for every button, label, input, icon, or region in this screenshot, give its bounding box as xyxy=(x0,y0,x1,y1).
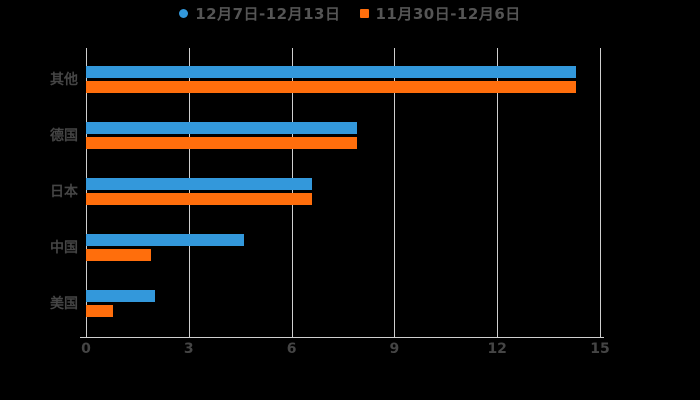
legend-item-previous-week[interactable]: 11月30日-12月6日 xyxy=(359,3,521,24)
bar-12月7日-12月13日-其他[interactable] xyxy=(86,66,576,78)
bar-12月7日-12月13日-日本[interactable] xyxy=(86,178,313,190)
bar-11月30日-12月6日-中国[interactable] xyxy=(86,249,152,261)
bar-12月7日-12月13日-德国[interactable] xyxy=(86,122,357,134)
bar-12月7日-12月13日-中国[interactable] xyxy=(86,234,244,246)
gridline xyxy=(291,48,293,337)
bar-12月7日-12月13日-美国[interactable] xyxy=(86,290,155,302)
x-axis-tick-label: 12 xyxy=(487,341,507,357)
gridline xyxy=(188,48,190,337)
x-axis-tick-label: 0 xyxy=(81,341,91,357)
x-axis-tick-label: 3 xyxy=(183,341,194,357)
legend-item-current-week[interactable]: 12月7日-12月13日 xyxy=(179,3,340,24)
x-axis-tick-label: 6 xyxy=(286,341,297,357)
bar-11月30日-12月6日-德国[interactable] xyxy=(86,137,357,149)
legend-label-previous-week: 11月30日-12月6日 xyxy=(375,4,521,23)
legend-label-current-week: 12月7日-12月13日 xyxy=(195,4,341,23)
legend-square-marker-icon xyxy=(359,8,369,18)
legend-circle-marker-icon xyxy=(179,8,189,18)
y-axis-category-label: 其他 xyxy=(50,71,78,88)
bar-11月30日-12月6日-其他[interactable] xyxy=(86,81,576,93)
bar-11月30日-12月6日-美国[interactable] xyxy=(86,305,114,317)
bar-11月30日-12月6日-日本[interactable] xyxy=(86,193,313,205)
gridline xyxy=(86,48,87,337)
gridline xyxy=(600,48,601,337)
y-axis-category-label: 美国 xyxy=(50,295,78,312)
y-axis-category-label: 日本 xyxy=(50,183,78,200)
gridline xyxy=(394,48,396,337)
gridline xyxy=(497,48,499,337)
y-axis-category-label: 德国 xyxy=(50,127,78,144)
x-axis-line xyxy=(80,337,604,338)
x-axis-tick-label: 9 xyxy=(389,341,400,357)
legend: 12月7日-12月13日 11月30日-12月6日 xyxy=(0,2,700,24)
y-axis-category-label: 中国 xyxy=(50,239,78,256)
x-axis-tick-label: 15 xyxy=(590,341,610,357)
